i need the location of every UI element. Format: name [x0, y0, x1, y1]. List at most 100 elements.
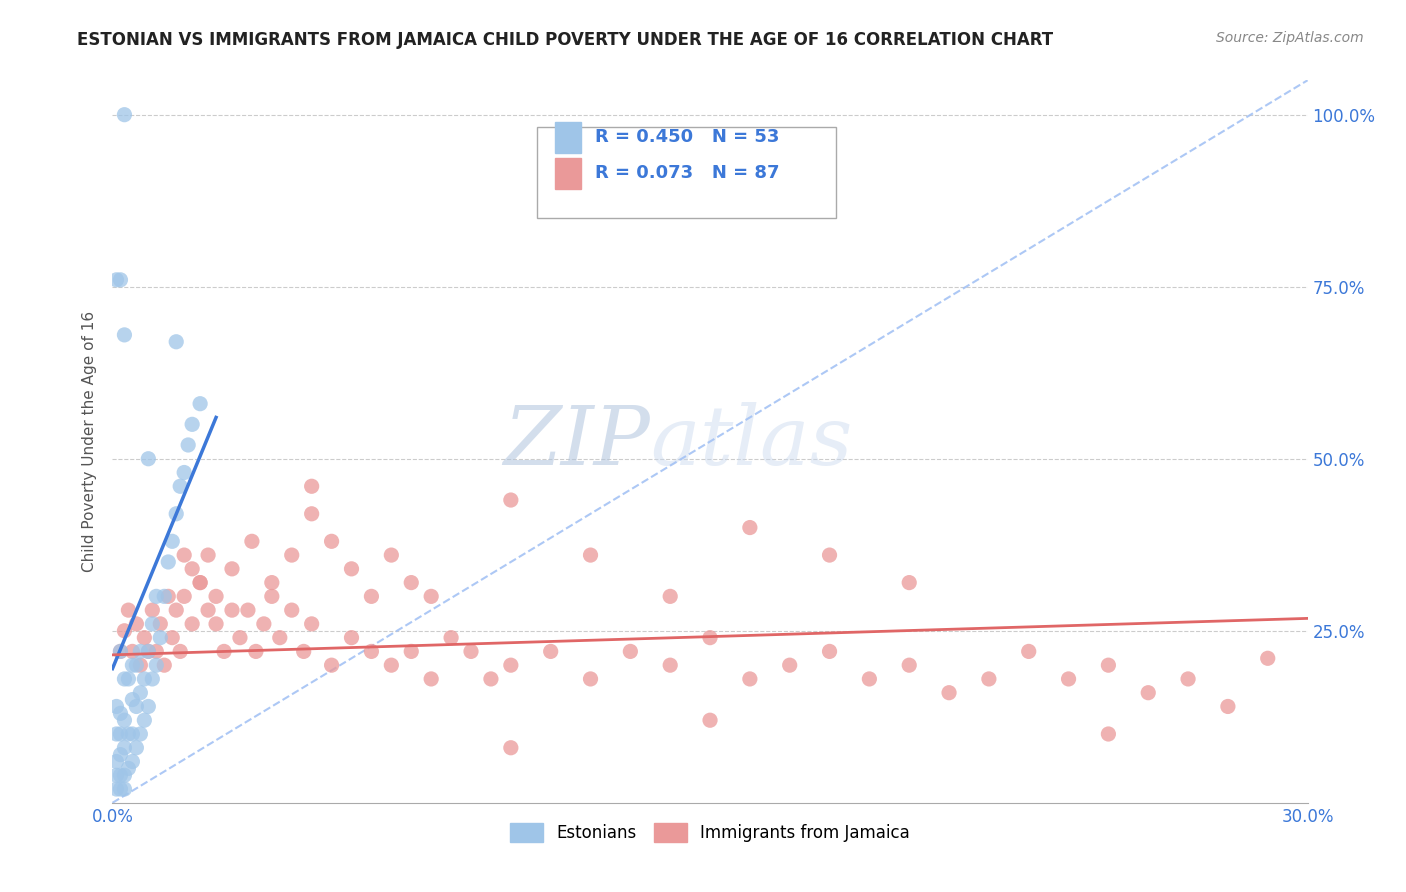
- Point: [173, 466, 195, 480]
- Point: [401, 644, 423, 658]
- Point: [221, 562, 243, 576]
- Point: [479, 672, 502, 686]
- Point: [114, 327, 135, 342]
- Point: [1177, 672, 1199, 686]
- Point: [129, 658, 152, 673]
- Point: [153, 590, 176, 604]
- Point: [818, 548, 841, 562]
- Point: [898, 658, 921, 673]
- Point: [105, 782, 128, 797]
- Bar: [554, 122, 581, 153]
- Point: [460, 644, 482, 658]
- Bar: [554, 158, 581, 188]
- Point: [129, 686, 152, 700]
- Point: [114, 768, 135, 782]
- Point: [105, 727, 128, 741]
- Point: [181, 417, 204, 432]
- Point: [301, 616, 323, 631]
- Point: [117, 603, 139, 617]
- Point: [173, 590, 195, 604]
- Point: [240, 534, 263, 549]
- Point: [162, 631, 183, 645]
- Point: [169, 644, 191, 658]
- Point: [114, 672, 135, 686]
- Point: [292, 644, 315, 658]
- Text: R = 0.450   N = 53: R = 0.450 N = 53: [595, 128, 780, 146]
- Point: [110, 644, 132, 658]
- Point: [153, 658, 176, 673]
- Point: [260, 590, 283, 604]
- Point: [138, 644, 160, 658]
- Point: [340, 562, 363, 576]
- Point: [165, 507, 187, 521]
- Point: [321, 658, 343, 673]
- Point: [162, 534, 183, 549]
- Point: [169, 479, 191, 493]
- Point: [125, 740, 148, 755]
- Point: [110, 273, 132, 287]
- Point: [149, 616, 172, 631]
- Point: [818, 644, 841, 658]
- Point: [738, 520, 761, 534]
- Text: R = 0.073   N = 87: R = 0.073 N = 87: [595, 164, 780, 183]
- Text: atlas: atlas: [651, 401, 852, 482]
- Point: [699, 631, 721, 645]
- Point: [360, 590, 382, 604]
- Point: [134, 631, 156, 645]
- Point: [938, 686, 960, 700]
- Point: [157, 590, 180, 604]
- Text: ESTONIAN VS IMMIGRANTS FROM JAMAICA CHILD POVERTY UNDER THE AGE OF 16 CORRELATIO: ESTONIAN VS IMMIGRANTS FROM JAMAICA CHIL…: [77, 31, 1053, 49]
- Point: [181, 616, 204, 631]
- Point: [114, 713, 135, 727]
- Point: [1018, 644, 1040, 658]
- Point: [138, 451, 160, 466]
- Point: [157, 555, 180, 569]
- Point: [105, 755, 128, 769]
- Point: [114, 624, 135, 638]
- Point: [499, 658, 522, 673]
- Point: [858, 672, 880, 686]
- Point: [659, 590, 682, 604]
- Point: [205, 616, 228, 631]
- Point: [197, 548, 219, 562]
- Point: [114, 782, 135, 797]
- Point: [105, 699, 128, 714]
- Point: [360, 644, 382, 658]
- Point: [110, 747, 132, 762]
- Point: [125, 699, 148, 714]
- Point: [1257, 651, 1279, 665]
- Point: [619, 644, 641, 658]
- Point: [401, 575, 423, 590]
- Point: [173, 548, 195, 562]
- Point: [145, 658, 167, 673]
- Point: [269, 631, 291, 645]
- Point: [499, 740, 522, 755]
- Point: [579, 672, 602, 686]
- Point: [165, 334, 187, 349]
- Point: [898, 575, 921, 590]
- Point: [114, 108, 135, 122]
- Point: [121, 692, 143, 706]
- Point: [188, 575, 211, 590]
- Point: [110, 782, 132, 797]
- Point: [110, 727, 132, 741]
- Point: [738, 672, 761, 686]
- Point: [105, 768, 128, 782]
- Point: [121, 755, 143, 769]
- Point: [114, 740, 135, 755]
- Point: [110, 644, 132, 658]
- Point: [499, 493, 522, 508]
- Point: [440, 631, 463, 645]
- Point: [145, 590, 167, 604]
- Point: [134, 672, 156, 686]
- Point: [245, 644, 267, 658]
- Point: [301, 479, 323, 493]
- Point: [105, 273, 128, 287]
- Point: [1097, 727, 1119, 741]
- Point: [340, 631, 363, 645]
- Point: [236, 603, 259, 617]
- Point: [779, 658, 801, 673]
- Point: [181, 562, 204, 576]
- Point: [1097, 658, 1119, 673]
- Y-axis label: Child Poverty Under the Age of 16: Child Poverty Under the Age of 16: [82, 311, 97, 572]
